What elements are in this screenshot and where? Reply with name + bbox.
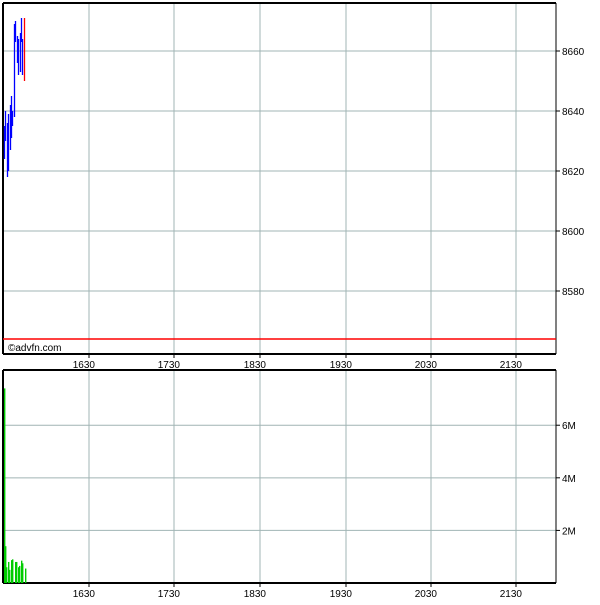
y-tick-label: 8600 [562,227,585,238]
x-tick-label: 2130 [500,360,523,371]
y-tick-label: 2M [562,526,576,537]
price-panel: 1630 1730 1830 1930 2030 2130 8580 8600 8620 8640… [2,2,585,371]
volume-bar [16,561,18,583]
x-tick-label: 2130 [500,589,523,600]
x-tick-label: 1930 [330,360,353,371]
volume-bar [11,560,13,583]
y-tick-label: 8580 [562,287,585,298]
volume-bar [21,560,23,583]
x-tick-label: 1830 [244,589,267,600]
volume-bar [12,559,14,583]
volume-bar [8,561,10,583]
x-tick-label: 1830 [244,360,267,371]
x-tick-label: 2030 [415,360,438,371]
y-tick-label: 8660 [562,47,585,58]
y-tick-label: 8620 [562,167,585,178]
volume-bar [4,388,6,583]
volume-bar [25,568,27,583]
volume-bar [19,565,21,583]
volume-bar [18,567,20,583]
x-tick-label: 1630 [73,360,96,371]
x-tick-label: 1630 [73,589,96,600]
x-tick-label: 1930 [330,589,353,600]
x-tick-label: 1730 [158,589,181,600]
x-tick-label: 1730 [158,360,181,371]
volume-panel: 1630 1730 1830 1930 2030 2130 2M 4M 6M [2,369,576,600]
watermark: ©advfn.com [8,343,62,354]
y-tick-label: 4M [562,474,576,485]
volume-bar [15,561,17,583]
volume-bar [6,567,8,583]
y-tick-label: 6M [562,421,576,432]
y-tick-label: 8640 [562,107,585,118]
volume-bar [5,546,7,583]
volume-bar [9,569,11,583]
x-tick-label: 2030 [415,589,438,600]
volume-bar [22,563,24,583]
